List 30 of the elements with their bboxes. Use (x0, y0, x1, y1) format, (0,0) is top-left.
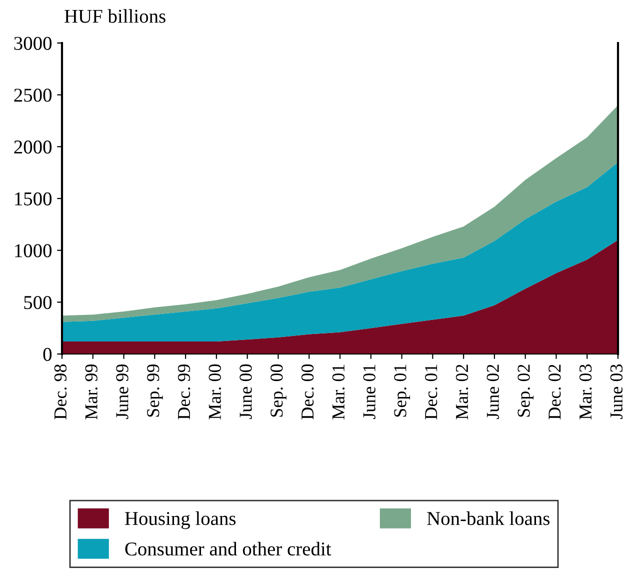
y-tick-label: 2000 (14, 140, 52, 154)
x-tick-label: Dec. 98 (54, 364, 67, 420)
x-tick-label: Mar. 99 (85, 364, 98, 420)
y-tick-label: 0 (43, 348, 52, 361)
legend-label: Housing loans (125, 511, 236, 530)
legend-label: Non-bank loans (427, 511, 550, 526)
y-tick-label: 500 (24, 296, 52, 310)
y-axis-title: HUF billions (64, 9, 166, 23)
y-tick-label: 1000 (15, 244, 52, 258)
y-tick-label: 3000 (14, 36, 52, 50)
x-tick-label: Sep. 02 (518, 364, 534, 417)
x-tick-label: Mar. 02 (456, 364, 468, 420)
x-tick-label: Dec. 02 (548, 364, 561, 420)
x-tick-label: June 02 (486, 364, 499, 420)
y-tick-label: 2500 (14, 88, 52, 102)
y-tick-label: 1500 (15, 192, 52, 206)
x-tick-label: Dec. 01 (425, 364, 438, 420)
x-tick-label: Dec. 99 (178, 364, 190, 420)
x-tick-label: June 99 (116, 364, 128, 420)
x-tick-label: Mar. 01 (332, 364, 345, 420)
legend-label: Consumer and other credit (125, 542, 332, 556)
x-tick-label: Sep. 00 (270, 364, 286, 417)
x-tick-label: Dec. 00 (301, 364, 314, 420)
x-tick-label: June 03 (610, 364, 623, 420)
x-tick-label: Mar. 00 (208, 364, 222, 420)
x-tick-label: Mar. 03 (579, 364, 592, 420)
x-tick-label: June 01 (363, 364, 376, 420)
x-tick-label: June 00 (240, 364, 252, 420)
x-tick-label: Sep. 01 (394, 364, 410, 417)
x-tick-label: Sep. 99 (147, 364, 163, 417)
